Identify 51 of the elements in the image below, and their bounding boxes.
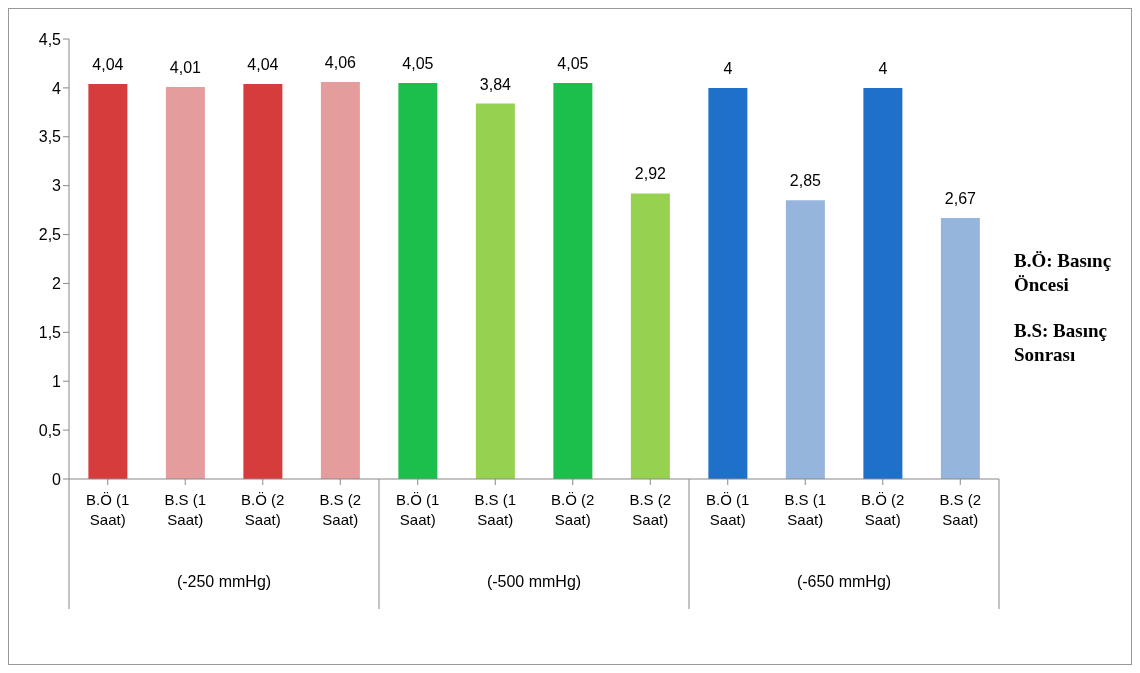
text: (-500 mmHg) xyxy=(486,573,582,590)
bar xyxy=(785,200,825,479)
x-tick-label: B.S (1 Saat) xyxy=(164,491,207,528)
data-label: 4 xyxy=(723,59,733,77)
data-label: 3,84 xyxy=(479,75,512,93)
y-tick-label: 3,5 xyxy=(38,128,62,146)
y-tick-label: 1,5 xyxy=(38,324,62,342)
x-tick-label: B.Ö (2 Saat) xyxy=(551,491,595,528)
text: (-250 mmHg) xyxy=(176,573,272,590)
bar xyxy=(243,83,283,479)
bar xyxy=(863,87,903,479)
x-tick-label: B.Ö (1 Saat) xyxy=(706,491,750,528)
bar xyxy=(320,82,360,479)
bar xyxy=(398,83,438,479)
x-tick-label: B.S (2 Saat) xyxy=(939,491,982,528)
y-tick-label: 3 xyxy=(52,177,62,195)
text: B.Ö: Basınç Öncesi xyxy=(1014,249,1113,297)
y-tick-label: 1 xyxy=(52,372,62,390)
x-tick-label: B.Ö (2 Saat) xyxy=(241,491,285,528)
y-tick-label: 4 xyxy=(52,79,62,97)
x-tick-label: B.S (1 Saat) xyxy=(474,491,517,528)
x-tick-label: B.S (1 Saat) xyxy=(784,491,827,528)
data-label: 2,67 xyxy=(944,189,977,207)
text: (-650 mmHg) xyxy=(796,573,892,590)
x-tick-label: B.Ö (1 Saat) xyxy=(396,491,440,528)
bar xyxy=(165,86,205,479)
x-tick-label: B.Ö (2 Saat) xyxy=(861,491,905,528)
data-label: 4,04 xyxy=(247,55,279,73)
data-label: 4,04 xyxy=(92,55,124,73)
bar xyxy=(708,87,748,479)
x-tick-label: B.Ö (1 Saat) xyxy=(86,491,130,528)
bar xyxy=(940,217,980,479)
data-label: 2,92 xyxy=(634,165,667,183)
y-tick-label: 0 xyxy=(52,470,62,488)
bar xyxy=(553,83,593,479)
data-label: 4 xyxy=(878,59,888,77)
data-label: 2,85 xyxy=(789,172,822,190)
bar xyxy=(630,193,670,479)
bar xyxy=(88,83,128,479)
data-label: 4,01 xyxy=(169,58,202,76)
data-label: 4,05 xyxy=(557,55,589,72)
data-label: 4,05 xyxy=(402,55,434,72)
y-tick-label: 4,5 xyxy=(38,30,62,48)
y-tick-label: 2 xyxy=(52,275,62,293)
text: B.S: Basınç Sonrası xyxy=(1014,319,1108,367)
y-tick-label: 0,5 xyxy=(38,421,62,439)
bar xyxy=(475,103,515,479)
x-tick-label: B.S (2 Saat) xyxy=(319,491,362,528)
data-label: 4,06 xyxy=(324,54,357,72)
x-tick-label: B.S (2 Saat) xyxy=(629,491,672,528)
y-tick-label: 2,5 xyxy=(38,226,62,244)
